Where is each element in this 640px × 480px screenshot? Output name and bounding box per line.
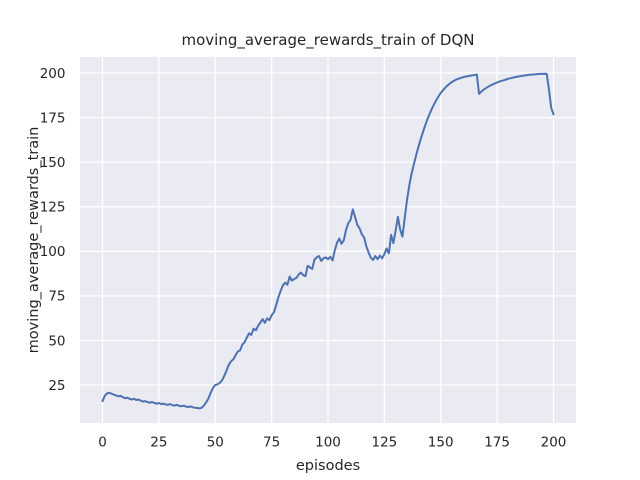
y-axis-label: moving_average_rewards_train	[26, 127, 42, 354]
gridlines	[80, 57, 576, 423]
y-tick-label: 50	[48, 333, 65, 349]
y-tick-label: 100	[40, 244, 66, 260]
y-tick-label: 150	[40, 155, 66, 171]
y-tick-label: 200	[40, 66, 66, 82]
y-tick-label: 175	[40, 110, 66, 126]
x-tick-label: 200	[541, 435, 567, 451]
x-tick-label: 175	[484, 435, 510, 451]
y-tick-label: 125	[40, 200, 66, 216]
x-tick-label: 50	[207, 435, 224, 451]
y-tick-labels: 25 50 75 100 125 150 175 200	[40, 66, 66, 394]
x-tick-label: 25	[150, 435, 167, 451]
chart-title: moving_average_rewards_train of DQN	[181, 31, 474, 50]
y-tick-label: 25	[48, 378, 65, 394]
x-axis-label: episodes	[296, 458, 360, 474]
x-tick-label: 0	[98, 435, 107, 451]
reward-line-series	[101, 72, 555, 410]
x-tick-label: 100	[315, 435, 341, 451]
x-tick-label: 125	[372, 435, 398, 451]
y-tick-label: 75	[48, 289, 65, 305]
x-tick-label: 150	[428, 435, 454, 451]
x-tick-label: 75	[263, 435, 280, 451]
x-tick-labels: 0 25 50 75 100 125 150 175 200	[98, 435, 566, 451]
